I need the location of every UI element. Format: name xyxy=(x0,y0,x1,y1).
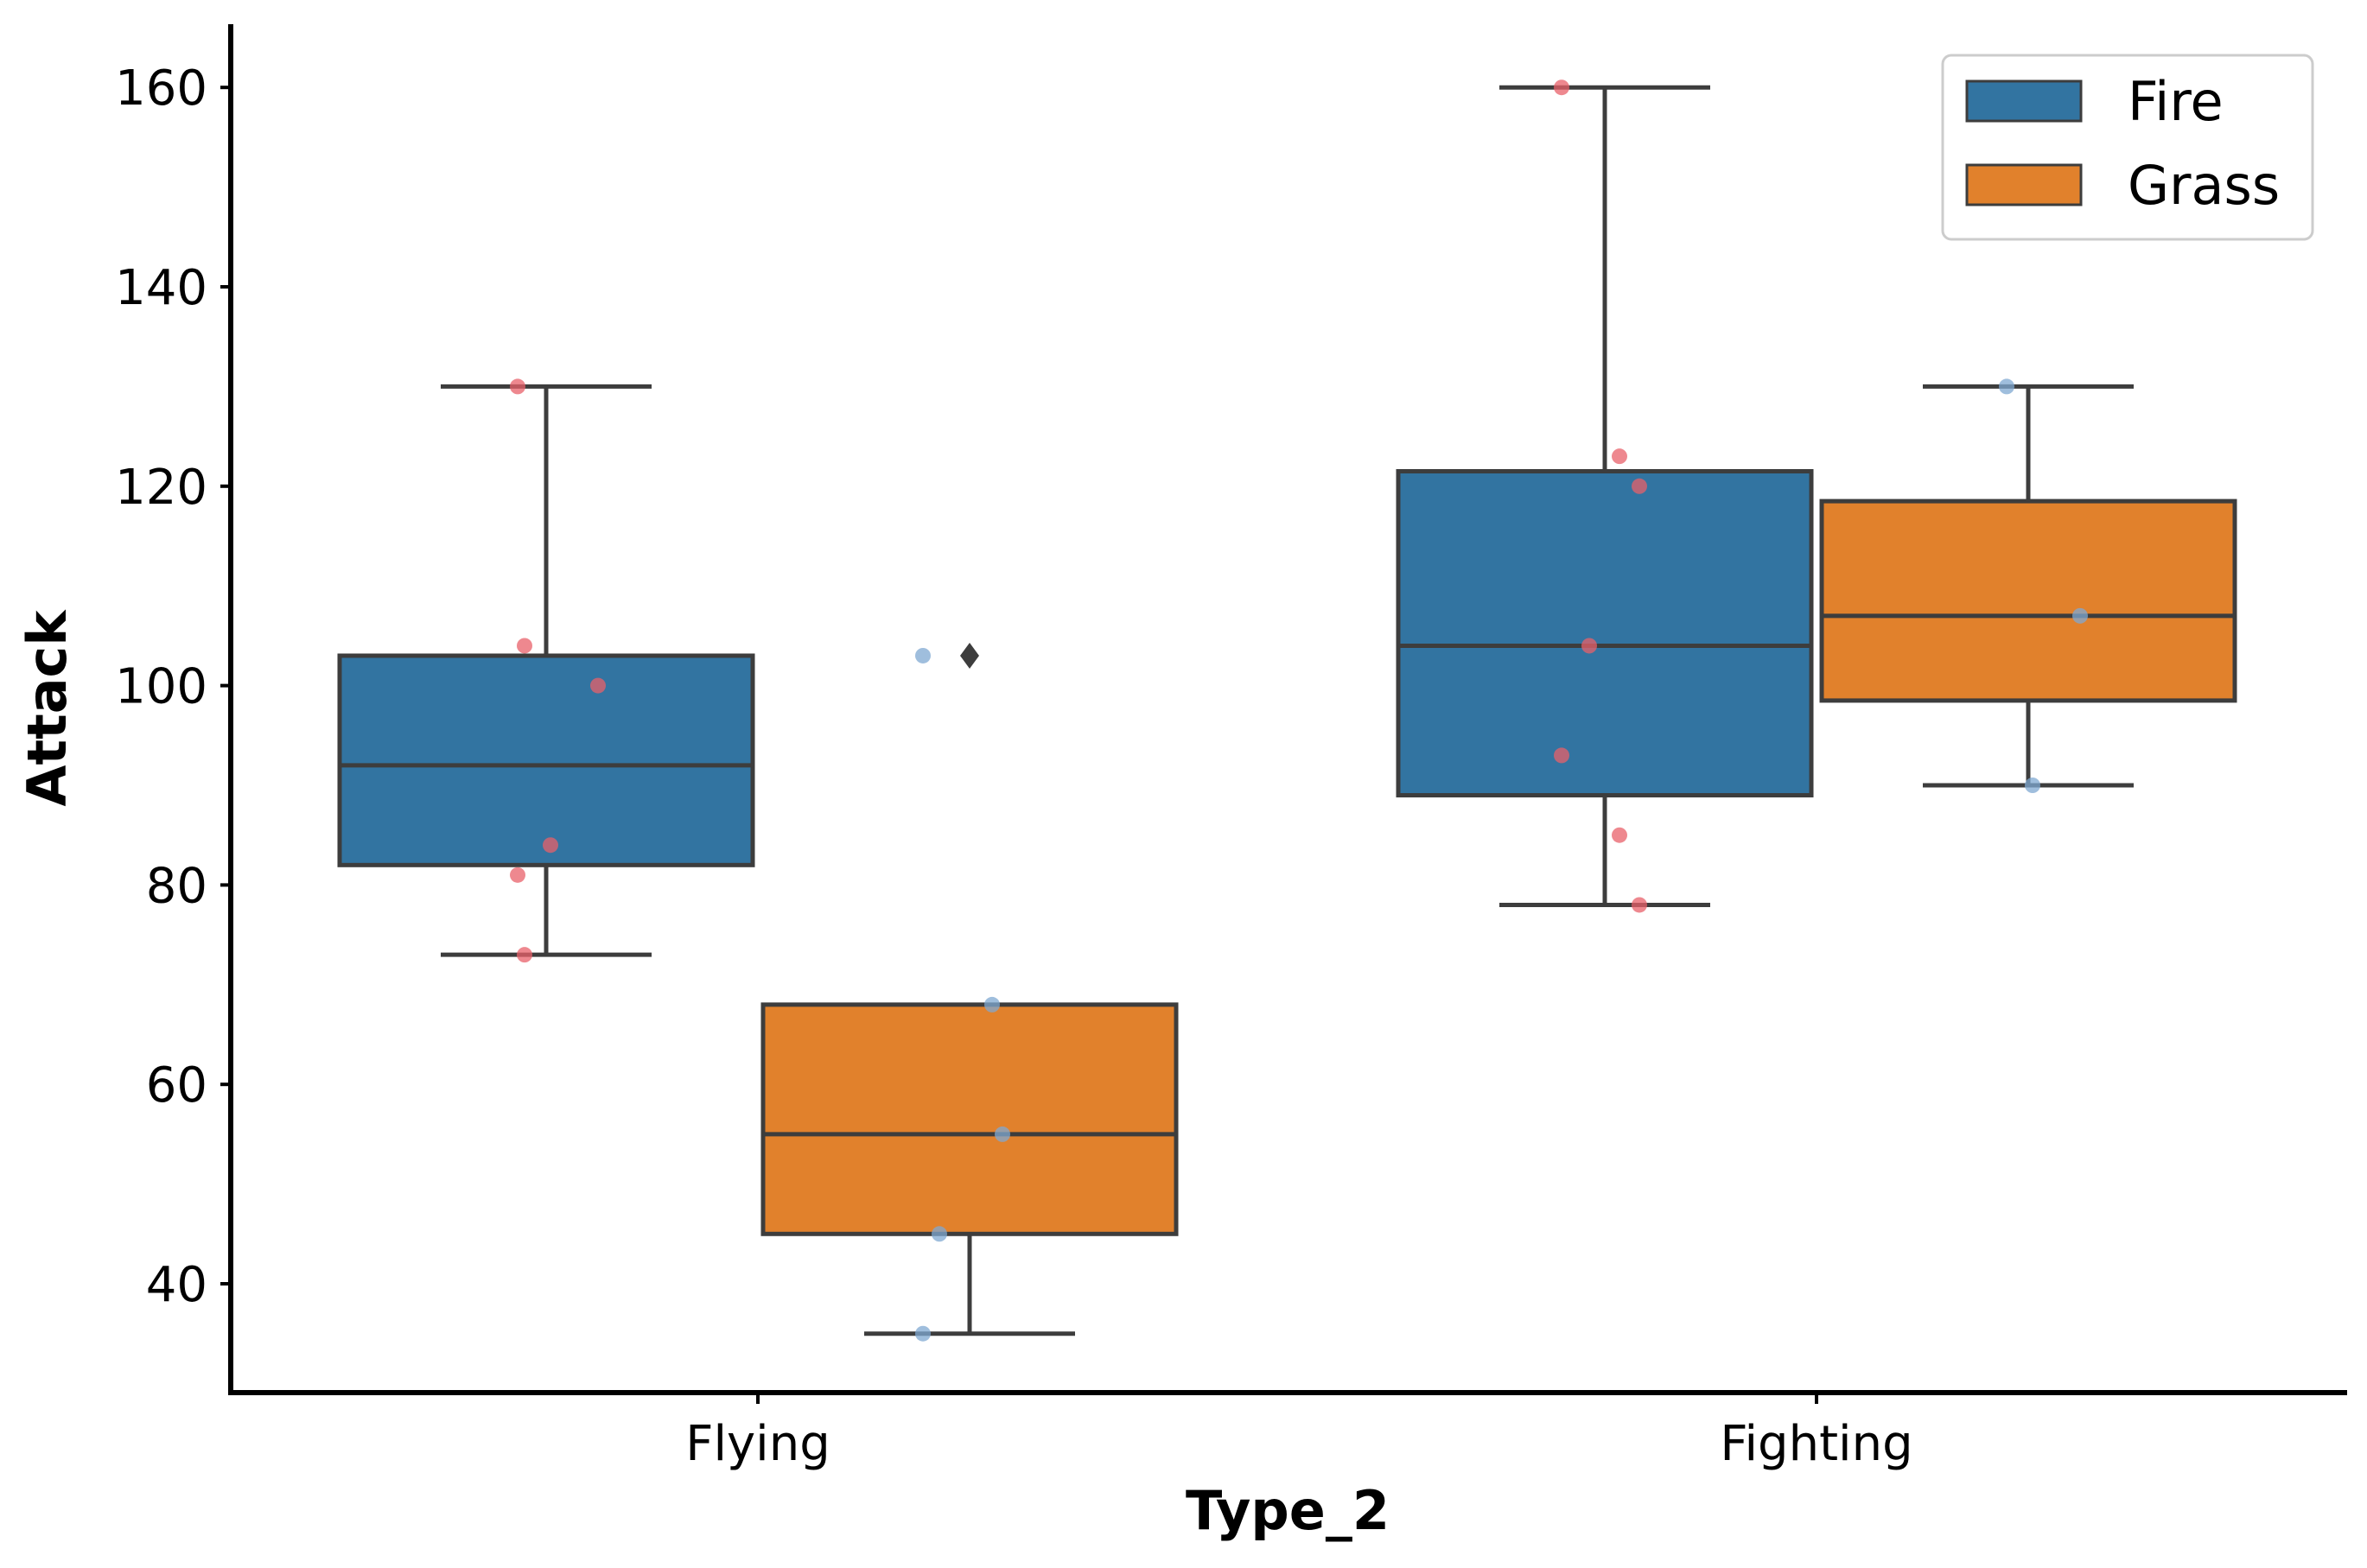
outlier-marker xyxy=(960,642,979,669)
strip-point xyxy=(1554,79,1569,96)
y-tick-label: 40 xyxy=(146,1257,207,1313)
strip-point xyxy=(984,996,1000,1013)
x-ticks: Flying Fighting xyxy=(685,1393,1913,1472)
legend-swatch-fire xyxy=(1965,79,2083,123)
box-flying-grass xyxy=(760,642,1179,1336)
y-tick-label: 120 xyxy=(115,460,207,516)
legend-label-fire: Fire xyxy=(2128,70,2224,133)
strip-point xyxy=(2072,607,2088,624)
y-tick-label: 140 xyxy=(115,260,207,316)
strip-point xyxy=(1554,747,1569,764)
y-tick-label: 100 xyxy=(115,659,207,715)
axes xyxy=(228,24,2347,1395)
strip-point xyxy=(1632,478,1647,494)
box-iqr xyxy=(337,653,755,867)
box-iqr xyxy=(760,1002,1179,1236)
box-fighting-fire xyxy=(1396,85,1814,907)
y-ticks: 40 60 80 100 120 140 160 xyxy=(115,60,231,1313)
strip-point xyxy=(995,1126,1010,1142)
legend-label-grass: Grass xyxy=(2128,154,2280,217)
y-tick-label: 80 xyxy=(146,858,207,914)
y-axis-title: Attack xyxy=(16,609,79,807)
boxes xyxy=(337,85,2237,1336)
strip-points xyxy=(510,79,2088,1342)
x-axis-title: Type_2 xyxy=(1186,1479,1390,1542)
x-tick-label: Fighting xyxy=(1720,1416,1912,1472)
box-iqr xyxy=(1396,468,1814,798)
strip-point xyxy=(510,378,525,395)
y-tick-label: 60 xyxy=(146,1057,207,1114)
x-tick-label: Flying xyxy=(685,1416,830,1472)
legend: Fire Grass xyxy=(1941,54,2314,241)
strip-point xyxy=(2025,778,2040,793)
box-fighting-grass xyxy=(1819,384,2237,788)
strip-point xyxy=(915,647,931,663)
strip-point xyxy=(510,867,525,883)
box-flying-fire xyxy=(337,384,755,957)
strip-point xyxy=(915,1325,931,1342)
box-iqr xyxy=(1819,498,2237,703)
strip-point xyxy=(517,638,532,654)
strip-point xyxy=(1999,378,2014,395)
strip-point xyxy=(590,677,606,694)
y-tick-label: 160 xyxy=(115,60,207,117)
strip-point xyxy=(543,837,558,854)
strip-point xyxy=(1612,448,1627,465)
strip-point xyxy=(1632,897,1647,913)
legend-swatch-grass xyxy=(1965,163,2083,206)
strip-point xyxy=(1581,638,1597,654)
strip-point xyxy=(932,1226,947,1242)
strip-point xyxy=(517,947,532,963)
strip-point xyxy=(1612,827,1627,843)
